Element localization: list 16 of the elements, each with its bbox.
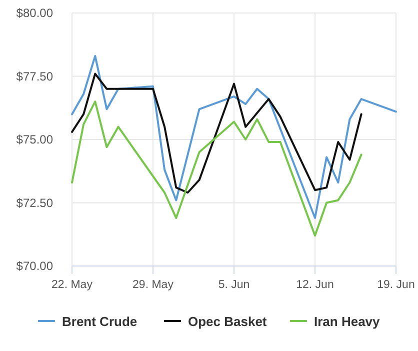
y-tick-label: $70.00 [16,259,54,273]
x-tick-label: 19. Jun [377,279,415,291]
line-series [71,72,362,194]
x-tick-label: 29. May [132,279,174,291]
x-tick-label: 22. May [52,279,93,291]
y-tick-label: $72.50 [16,196,54,210]
legend-label: Iran Heavy [314,314,381,329]
y-tick-label: $80.00 [16,6,54,20]
x-tick-label: 5. Jun [218,279,250,291]
legend-label: Brent Crude [62,314,138,329]
x-tick-label: 12. Jun [296,279,334,291]
legend-label: Opec Basket [188,314,268,329]
y-tick-label: $75.00 [16,132,54,146]
line-series [71,100,362,237]
line-series [71,55,397,219]
y-tick-label: $77.50 [16,69,54,84]
